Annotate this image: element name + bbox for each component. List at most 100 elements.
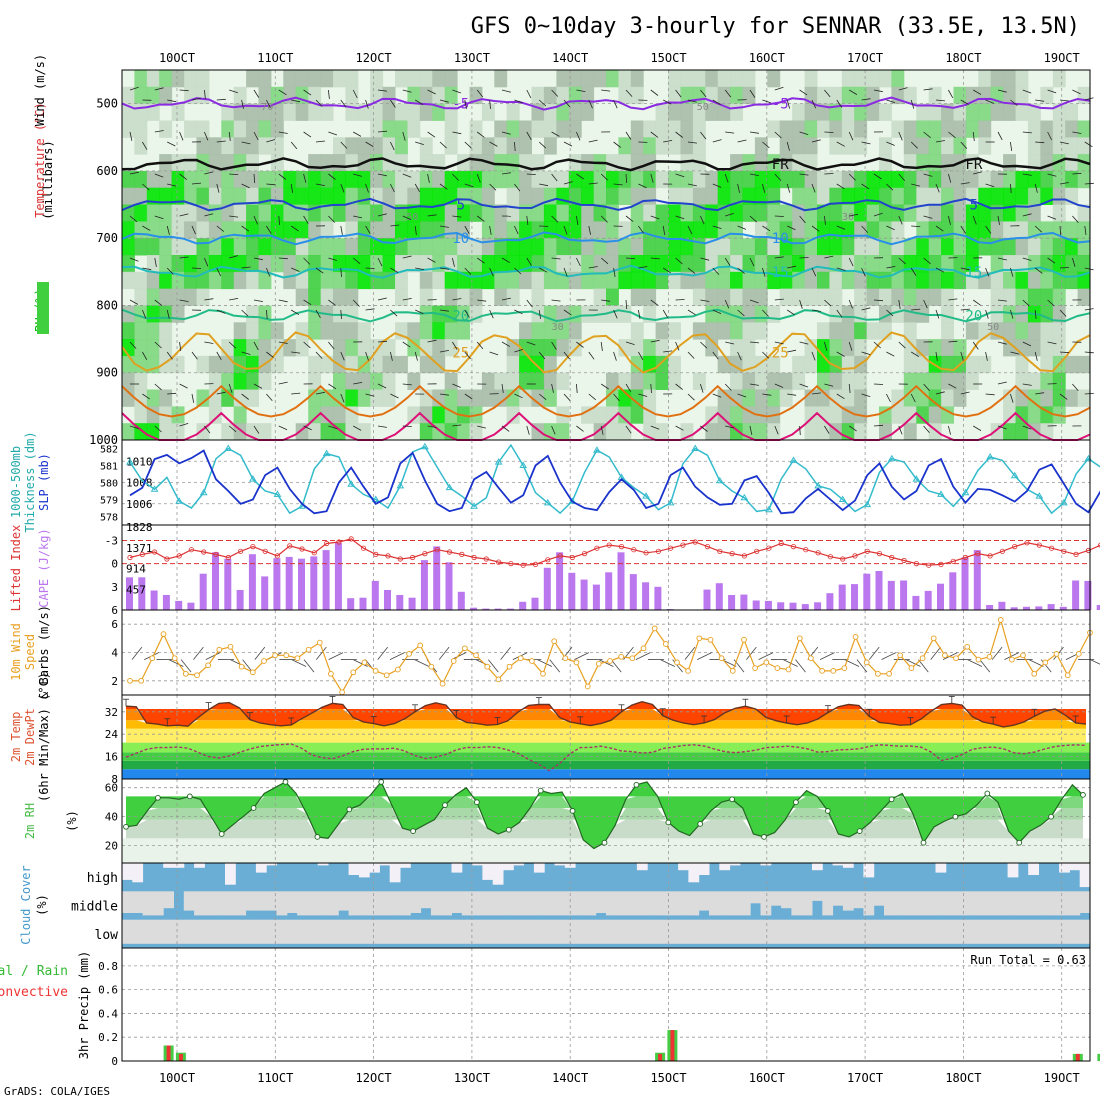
rh-cell — [159, 305, 173, 323]
rh-cell — [606, 288, 619, 306]
rh-contour-label: 30 — [552, 322, 564, 333]
cape-bar — [384, 590, 391, 610]
wind-speed-marker — [495, 676, 502, 683]
wind-barb — [774, 131, 782, 139]
rh-cell — [841, 204, 855, 222]
rh-cell — [469, 423, 483, 441]
rh-cell — [742, 305, 756, 323]
rh-cell — [978, 103, 992, 121]
wind-barb — [253, 257, 263, 261]
li-marker — [127, 554, 133, 561]
cloud-gap — [688, 919, 700, 944]
rh-cell — [891, 170, 905, 189]
wind-barb — [675, 341, 680, 351]
rh-cell — [419, 103, 433, 121]
rh-cell — [891, 389, 905, 407]
rh-cell — [618, 406, 632, 424]
rh-cell — [233, 137, 247, 155]
rh-cell — [1015, 423, 1029, 441]
wind-barb — [315, 391, 325, 395]
wind-barb — [526, 89, 532, 99]
wind-barb — [500, 646, 511, 660]
rh-cell — [246, 137, 259, 155]
rh-cell — [655, 271, 669, 290]
li-marker — [1073, 551, 1079, 558]
rh-cell — [308, 103, 322, 121]
li-marker — [188, 547, 194, 553]
cloud-gap — [1069, 891, 1081, 916]
rh-cell — [754, 137, 768, 155]
rh-cell — [270, 137, 284, 155]
rh-cell — [283, 271, 297, 290]
wind-barb — [600, 425, 604, 435]
rh-contour-label: 70 — [261, 102, 273, 113]
cape-bar — [224, 558, 232, 610]
cloud-gap — [122, 863, 133, 880]
rh-cell — [395, 271, 408, 290]
rh-cell — [817, 271, 830, 290]
cloud-gap — [214, 891, 226, 916]
thickness-tick-label: 581 — [100, 462, 118, 473]
rh-cell — [705, 170, 719, 189]
rh-cell — [1065, 271, 1079, 290]
precip-convective-bar — [178, 1053, 183, 1061]
rh-cell — [1052, 204, 1066, 222]
rh-band — [126, 819, 1083, 849]
wind-speed-marker — [919, 655, 926, 662]
rh-cell — [593, 221, 607, 239]
rh-cell — [606, 187, 619, 205]
rh2m-axis-label: 2m RH — [23, 803, 37, 839]
rh-cell — [854, 339, 868, 357]
cloud-gap — [472, 891, 483, 916]
rh-cell — [978, 355, 992, 374]
wind-barb — [514, 99, 524, 104]
rh-cell — [457, 423, 470, 441]
wind-barb — [786, 183, 791, 193]
rh-cell — [655, 238, 669, 256]
rh-cell — [531, 170, 545, 189]
wind-barb — [340, 309, 342, 320]
cloud-gap — [956, 919, 967, 944]
rh-cell — [767, 271, 781, 290]
wind-barb — [142, 393, 151, 400]
cloud-gap — [667, 919, 679, 944]
wind-barb — [873, 173, 882, 180]
wind-speed-marker — [194, 672, 200, 679]
rh-cell — [1040, 120, 1054, 138]
cape-bar — [642, 582, 650, 610]
rh-cell — [568, 204, 582, 222]
rh-cell — [891, 288, 905, 306]
rh-cell — [717, 271, 731, 290]
cloud-gap — [1017, 891, 1029, 916]
rh-cell — [246, 103, 259, 121]
rh-cell — [258, 255, 272, 273]
wind-speed-marker — [417, 642, 424, 649]
rh-cell — [568, 305, 582, 323]
wind-barb — [786, 141, 790, 151]
top-axis-label: 10OCT — [159, 51, 195, 65]
rh-cell — [680, 170, 694, 189]
rh-cell — [543, 271, 557, 290]
rh-cell — [382, 86, 396, 105]
wind-speed-marker — [517, 655, 524, 662]
rh-cell — [618, 187, 632, 205]
wind-speed-marker — [328, 670, 334, 677]
cape-bar — [248, 554, 256, 610]
wind-barb — [1034, 183, 1038, 193]
cape-bar — [359, 597, 367, 610]
cloud-row-label: high — [87, 871, 118, 886]
cape-bar — [150, 590, 158, 610]
rh-cell — [643, 406, 657, 424]
rh-cell — [866, 221, 880, 239]
rh-cell — [1052, 137, 1066, 155]
pressure-tick-label: 700 — [96, 231, 118, 245]
cloud-gap — [987, 891, 998, 916]
rh-cell — [382, 221, 396, 239]
cloud-gap — [873, 919, 885, 944]
wind-barb — [910, 267, 917, 276]
rh-cell — [829, 339, 843, 357]
rh-cell — [606, 170, 619, 189]
rh-cell — [345, 339, 359, 357]
rh-cell — [134, 221, 148, 239]
rh-cell — [494, 372, 508, 390]
